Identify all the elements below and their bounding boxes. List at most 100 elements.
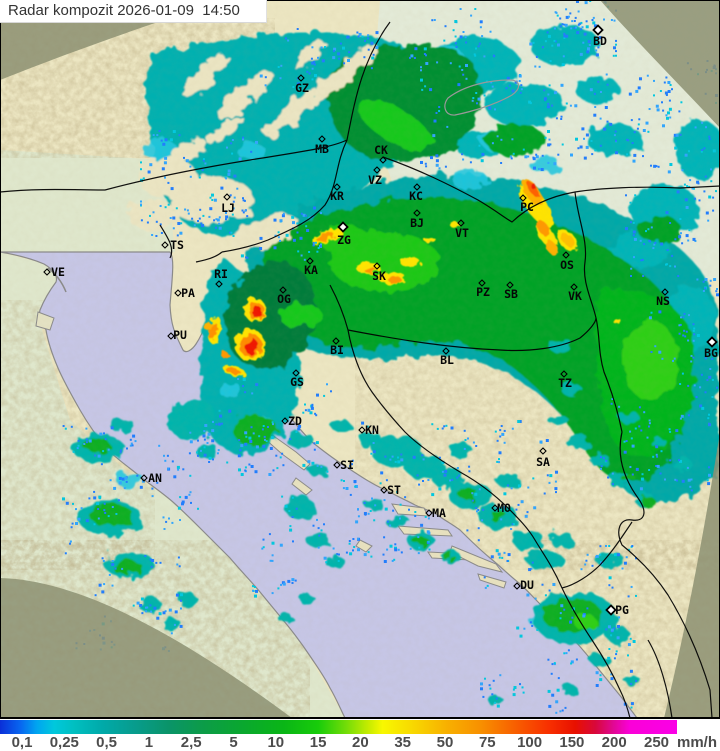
city-gz: GZ xyxy=(295,74,309,95)
city-tz: TZ xyxy=(558,370,572,390)
city-label: BI xyxy=(330,343,344,357)
city-marker-icon xyxy=(425,509,433,517)
city-label: PZ xyxy=(476,285,490,299)
city-label: PU xyxy=(173,328,187,342)
legend-value: 1 xyxy=(144,734,154,751)
city-marker-icon xyxy=(373,262,381,270)
legend-value-labels: 0,1 0,25 0,5 1 2,5 5 10 15 20 35 50 75 100 150 200 250 m… xyxy=(0,734,720,751)
city-marker-icon xyxy=(519,194,527,202)
city-marker-icon xyxy=(333,461,341,469)
city-label: BL xyxy=(440,353,454,367)
city-marker-icon xyxy=(215,280,223,288)
legend-value: 35 xyxy=(394,734,412,751)
city-vz: VZ xyxy=(368,166,382,187)
city-label: RI xyxy=(214,267,228,281)
city-label: CK xyxy=(374,143,388,157)
city-marker-icon xyxy=(562,251,570,259)
lake-balaton xyxy=(444,79,520,116)
city-kr: KR xyxy=(330,183,344,203)
city-ri: RI xyxy=(214,267,228,288)
legend-value: 2,5 xyxy=(180,734,202,751)
city-label: NS xyxy=(656,294,670,308)
city-label: BJ xyxy=(410,216,424,230)
city-bg: BG xyxy=(704,336,718,360)
city-marker-icon xyxy=(413,209,421,217)
city-marker-icon xyxy=(413,183,421,191)
city-label: PG xyxy=(615,603,629,617)
city-pc: PC xyxy=(519,194,534,214)
city-marker-icon xyxy=(506,281,514,289)
city-marker-icon xyxy=(281,417,289,425)
city-st: ST xyxy=(380,483,401,497)
city-label: SA xyxy=(536,455,550,469)
legend-value: 50 xyxy=(436,734,454,751)
city-ve: VE xyxy=(43,265,65,279)
city-marker-icon xyxy=(513,582,521,590)
city-marker-icon xyxy=(706,336,718,348)
city-marker-icon xyxy=(223,193,231,201)
city-marker-icon xyxy=(605,604,617,616)
city-label: VK xyxy=(568,289,582,303)
city-label: GS xyxy=(290,375,304,389)
city-label: VE xyxy=(51,265,65,279)
national-borders xyxy=(0,21,720,719)
city-vt: VT xyxy=(455,219,469,240)
city-bd: BD xyxy=(592,24,607,48)
city-marker-icon xyxy=(167,332,175,340)
city-label: LJ xyxy=(221,201,235,215)
legend-value: 75 xyxy=(478,734,496,751)
city-sa: SA xyxy=(536,447,550,469)
city-marker-icon xyxy=(174,289,182,297)
city-marker-icon xyxy=(332,337,340,345)
legend-value: 150 xyxy=(559,734,585,751)
city-label: VT xyxy=(455,226,469,240)
city-label: ZD xyxy=(288,414,302,428)
city-marker-icon xyxy=(491,504,499,512)
city-du: DU xyxy=(513,578,534,592)
city-si: SI xyxy=(333,458,354,472)
city-marker-icon xyxy=(661,288,669,296)
city-marker-icon xyxy=(292,369,300,377)
city-ns: NS xyxy=(656,288,670,308)
city-label: KR xyxy=(330,189,344,203)
radar-map-image: GZ BD MB CK VZ KR KC LJ BJ PC ZG VT TS OS KA VE RI SK PZ PA… xyxy=(0,0,720,719)
legend-color-scale xyxy=(0,720,677,734)
city-marker-icon xyxy=(592,24,604,36)
city-label: KA xyxy=(304,263,318,277)
legend-value: 100 xyxy=(517,734,543,751)
city-mb: MB xyxy=(315,135,329,156)
city-label: SK xyxy=(372,269,386,283)
city-marker-icon xyxy=(306,257,314,265)
city-marker-icon xyxy=(337,221,349,233)
city-label: ZG xyxy=(337,233,351,247)
city-og: OG xyxy=(277,286,291,306)
city-pg: PG xyxy=(605,603,629,617)
city-label: AN xyxy=(148,471,162,485)
city-label: BG xyxy=(704,346,718,360)
city-marker-icon xyxy=(43,268,51,276)
city-gs: GS xyxy=(290,369,304,389)
city-ma: MA xyxy=(425,506,446,520)
city-bl: BL xyxy=(440,347,454,367)
city-label: SB xyxy=(504,287,518,301)
legend-value: 200 xyxy=(601,734,627,751)
city-marker-icon xyxy=(279,286,287,294)
city-marker-icon xyxy=(442,347,450,355)
city-sb: SB xyxy=(504,281,518,301)
city-lj: LJ xyxy=(221,193,235,215)
city-bi: BI xyxy=(330,337,344,357)
legend-value: 250 xyxy=(643,734,670,751)
city-marker-icon xyxy=(140,474,148,482)
city-kc: KC xyxy=(409,183,423,203)
city-marker-icon xyxy=(570,283,578,291)
city-label: TZ xyxy=(558,376,572,390)
intensity-legend: 0,1 0,25 0,5 1 2,5 5 10 15 20 35 50 75 100 150 200 250 m… xyxy=(0,718,720,751)
city-marker-icon xyxy=(297,74,305,82)
city-bj: BJ xyxy=(410,209,424,230)
city-pa: PA xyxy=(174,286,195,300)
legend-value: 5 xyxy=(229,734,238,751)
city-marker-icon xyxy=(379,156,387,164)
city-zd: ZD xyxy=(281,414,302,428)
city-label: OS xyxy=(560,258,574,272)
city-label: VZ xyxy=(368,173,382,187)
